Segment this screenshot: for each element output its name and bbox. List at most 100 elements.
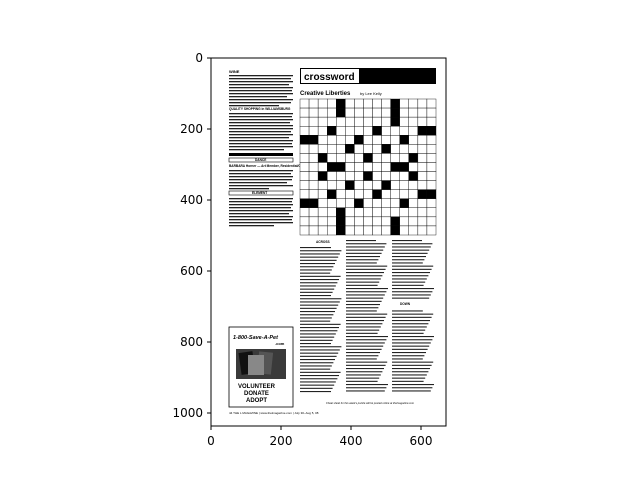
clue-line <box>346 304 380 306</box>
grid-cell <box>327 225 337 236</box>
clue-line <box>300 378 338 380</box>
grid-cell <box>363 162 373 172</box>
page-footer: 44 THE L MAGAZINE | www.thelmagazine.com… <box>229 411 319 415</box>
grid-cell <box>308 207 319 218</box>
left-text-block-4 <box>229 198 293 227</box>
grid-cell <box>417 125 428 136</box>
grid-cell <box>317 189 328 199</box>
left-text-block-1 <box>229 75 293 107</box>
clue-line <box>392 380 424 382</box>
grid-cell <box>308 171 319 181</box>
clue-line <box>392 316 432 318</box>
clue-line <box>392 256 426 258</box>
clue-line <box>346 246 385 248</box>
clue-line <box>300 381 336 383</box>
grid-cell <box>417 216 428 227</box>
crossword-banner-label-bg <box>301 69 359 83</box>
grid-cell <box>327 216 337 227</box>
grid-cell <box>390 153 400 163</box>
grid-cell <box>336 116 346 127</box>
grid-cell <box>317 116 328 127</box>
crossword-section: crossword Creative Liberties by Lee Kell… <box>299 68 437 405</box>
y-tick-label-200: 200 <box>180 122 203 136</box>
grid-cell <box>299 125 310 136</box>
grid-cell <box>426 144 437 154</box>
clue-line <box>392 342 431 344</box>
clue-line <box>300 307 337 309</box>
grid-cell <box>317 144 328 154</box>
y-tick-label-400: 400 <box>180 193 203 207</box>
grid-cell <box>363 116 373 127</box>
grid-cell <box>390 144 400 154</box>
grid-cell <box>390 225 400 236</box>
grid-cell <box>345 153 355 163</box>
grid-cell <box>327 135 337 145</box>
grid-cell <box>354 98 364 109</box>
grid-cell <box>390 135 400 145</box>
clue-line <box>300 259 337 261</box>
grid-cell <box>354 144 364 154</box>
clue-line <box>392 313 434 315</box>
grid-cell <box>317 107 328 118</box>
grid-cell <box>372 98 382 109</box>
grid-cell <box>345 144 355 154</box>
grid-cell <box>354 135 364 145</box>
grid-cell <box>381 125 391 136</box>
grid-cell <box>372 107 382 118</box>
grid-cell <box>363 125 373 136</box>
grid-cell <box>417 98 428 109</box>
clue-line <box>300 346 342 348</box>
clue-line <box>392 387 433 389</box>
grid-cell <box>327 98 337 109</box>
grid-cell <box>327 189 337 199</box>
clue-line <box>300 247 331 249</box>
grid-cell <box>408 198 419 209</box>
clue-line <box>346 307 379 309</box>
grid-cell <box>345 216 355 227</box>
clue-line <box>392 246 431 248</box>
clue-line <box>392 371 429 373</box>
grid-cell <box>390 189 400 199</box>
grid-cell <box>336 171 346 181</box>
clue-line <box>300 301 340 303</box>
clue-line <box>346 387 387 389</box>
element-bar-label: ELEMENT <box>252 191 267 195</box>
grid-cell <box>381 207 391 218</box>
dance-bar <box>228 157 294 163</box>
grid-cell <box>299 216 310 227</box>
grid-cell <box>336 107 346 118</box>
clue-line <box>346 339 387 341</box>
clue-line <box>300 266 334 268</box>
clue-line <box>346 300 382 302</box>
clue-line <box>392 348 428 350</box>
clue-line <box>346 252 382 254</box>
grid-cell <box>354 180 364 190</box>
clue-line <box>346 380 378 382</box>
pet-adoption-ad: 1-800-Save-A-Pet .com VOLUNTEER DONATE A… <box>228 326 294 408</box>
clue-line <box>346 345 384 347</box>
grid-cell <box>381 198 391 209</box>
grid-cell <box>354 216 364 227</box>
clue-line <box>346 336 388 338</box>
grid-cell <box>354 125 364 136</box>
clue-line <box>346 262 377 264</box>
clue-line <box>392 326 427 328</box>
grid-cell <box>390 207 400 218</box>
clue-line <box>300 327 339 329</box>
clue-line <box>346 320 384 322</box>
grid-cell <box>327 171 337 181</box>
clue-line <box>300 333 336 335</box>
clue-line <box>392 339 433 341</box>
grid-cell <box>317 216 328 227</box>
clue-line <box>300 269 332 271</box>
ad-photo <box>236 349 286 379</box>
grid-cell <box>390 125 400 136</box>
crossword-title: Creative Liberties <box>300 91 351 97</box>
grid-cell <box>299 153 310 163</box>
ad-adopt: ADOPT <box>246 398 267 404</box>
clue-line <box>392 323 429 325</box>
clue-line <box>346 272 384 274</box>
grid-cell <box>417 198 428 209</box>
grid-cell <box>336 135 346 145</box>
clue-line <box>346 384 388 386</box>
